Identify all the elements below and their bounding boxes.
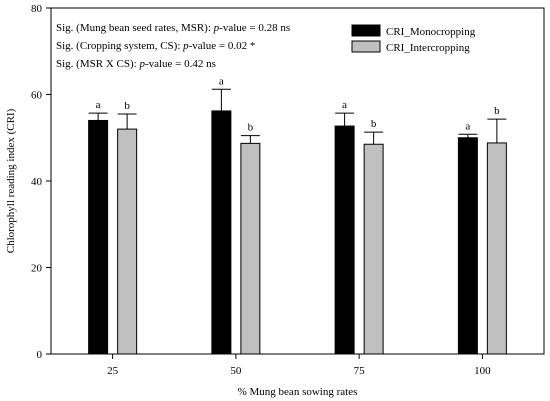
x-axis-title: % Mung bean sowing rates — [238, 386, 358, 398]
annotation-line: Sig. (Mung bean seed rates, MSR): p-valu… — [56, 22, 290, 34]
bar-CRI_Monocropping — [211, 110, 232, 355]
legend-label: CRI_Monocropping — [386, 26, 476, 38]
bar-CRI_Intercropping — [486, 142, 507, 355]
significance-letter: b — [371, 118, 377, 130]
x-tick-label: 25 — [107, 365, 119, 377]
significance-letter: a — [96, 99, 101, 111]
annotation-italic: p — [213, 22, 220, 34]
y-tick-label: 0 — [37, 349, 43, 361]
significance-letter: a — [465, 120, 470, 132]
y-tick-label: 20 — [31, 263, 43, 275]
significance-letter: b — [124, 100, 130, 112]
x-tick-label: 100 — [474, 365, 491, 377]
bars: a b a b a b a b — [88, 75, 507, 355]
legend-swatch-CRI_Intercropping — [351, 40, 381, 53]
y-tick-label: 80 — [31, 3, 43, 15]
y-tick-label: 60 — [31, 90, 43, 102]
annotation-prefix: Sig. (MSR X CS): — [56, 58, 139, 70]
significance-letter: b — [248, 122, 254, 134]
bar-CRI_Monocropping — [88, 119, 109, 355]
y-tick-label: 40 — [31, 176, 43, 188]
bar-CRI_Monocropping — [457, 137, 478, 355]
legend-label: CRI_Intercropping — [386, 42, 470, 54]
y-axis-title: Chlorophyll reading index (CRI) — [5, 108, 17, 253]
bar-CRI_Intercropping — [363, 143, 384, 355]
annotation-italic: p — [182, 40, 189, 52]
legend: CRI_Monocropping CRI_Intercropping — [351, 24, 476, 54]
bar-CRI_Intercropping — [117, 128, 138, 355]
x-axis: 25 50 75 100 — [107, 354, 491, 377]
significance-letter: a — [219, 75, 224, 87]
annotation-suffix: -value = 0.02 * — [189, 40, 256, 52]
annotation-line: Sig. (MSR X CS): p-value = 0.42 ns — [56, 58, 216, 70]
annotation-suffix: -value = 0.42 ns — [145, 58, 216, 70]
annotation-suffix: -value = 0.28 ns — [219, 22, 290, 34]
annotation-prefix: Sig. (Cropping system, CS): — [56, 40, 183, 52]
x-tick-label: 50 — [230, 365, 242, 377]
annotation-italic: p — [138, 58, 145, 70]
annotation-prefix: Sig. (Mung bean seed rates, MSR): — [56, 22, 214, 34]
bar-CRI_Intercropping — [240, 142, 261, 355]
significance-letter: a — [342, 99, 347, 111]
x-tick-label: 75 — [354, 365, 366, 377]
y-axis: 0 20 40 60 80 — [31, 3, 51, 361]
significance-annotations: Sig. (Mung bean seed rates, MSR): p-valu… — [56, 22, 290, 70]
significance-letter: b — [494, 105, 500, 117]
legend-swatch-CRI_Monocropping — [351, 24, 381, 37]
bar-CRI_Monocropping — [334, 125, 355, 355]
annotation-line: Sig. (Cropping system, CS): p-value = 0.… — [56, 40, 255, 52]
